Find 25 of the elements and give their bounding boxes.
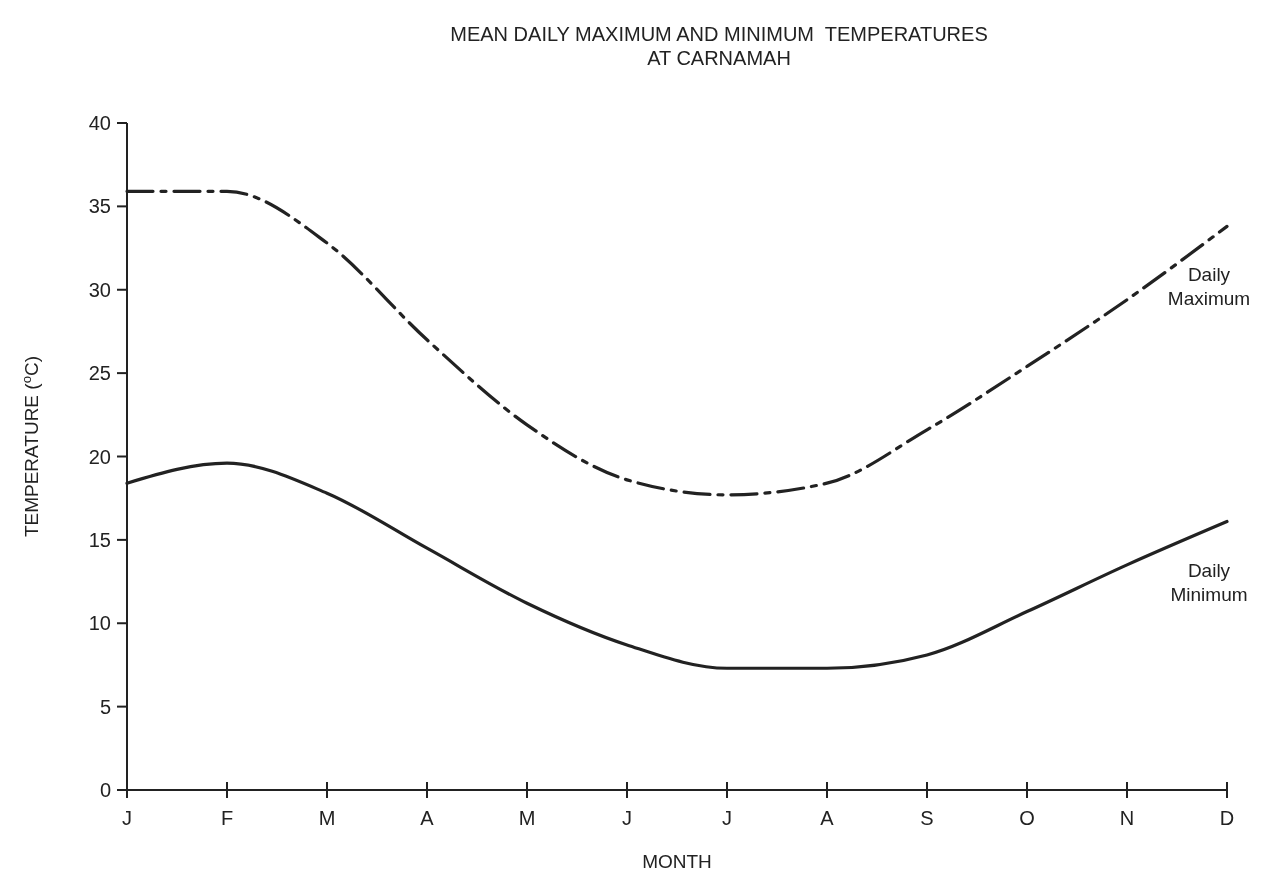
y-tick-label: 35 (88, 195, 111, 218)
x-tick-label: A (420, 807, 435, 829)
chart-title: MEAN DAILY MAXIMUM AND MINIMUM TEMPERATURES AT CARNAMAH (450, 23, 988, 69)
x-tick-label: F (220, 807, 234, 829)
y-tick-label: 20 (88, 445, 111, 468)
x-tick-label: A (820, 807, 835, 829)
y-tick-label: 0 (99, 779, 111, 801)
x-tick-label: D (1219, 807, 1235, 829)
series-label: Daily Minimum (1170, 559, 1248, 605)
x-tick-label: S (920, 807, 934, 829)
x-tick-label: J (722, 807, 732, 829)
y-tick-label: 5 (99, 695, 111, 718)
x-tick-label: O (1019, 807, 1035, 829)
y-tick-label: 15 (88, 528, 111, 551)
y-tick-label: 25 (88, 362, 111, 385)
y-tick-label: 30 (88, 278, 111, 301)
series-label: Daily Maximum (1167, 264, 1251, 310)
x-tick-label: J (122, 807, 132, 829)
x-tick-label: M (318, 807, 336, 829)
x-tick-label: N (1119, 807, 1135, 829)
x-axis-title: MONTH (642, 851, 712, 872)
x-tick-label: M (518, 807, 536, 829)
x-tick-label: J (622, 807, 632, 829)
y-tick-label: 40 (88, 112, 111, 134)
y-tick-label: 10 (88, 612, 111, 635)
